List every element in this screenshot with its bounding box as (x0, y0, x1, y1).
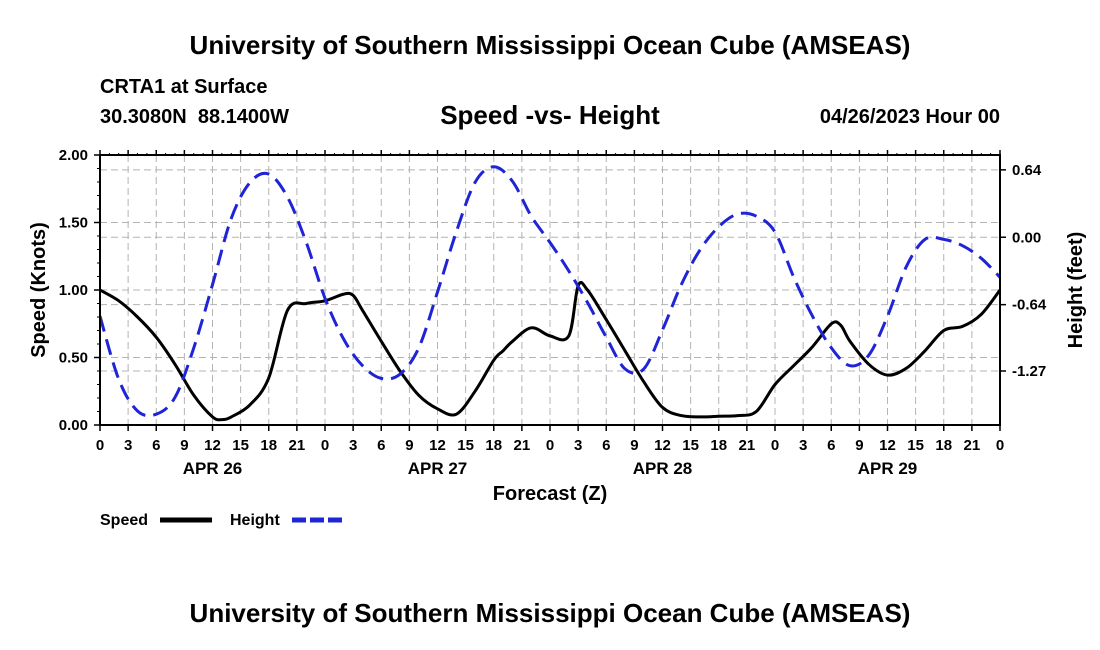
series-line-speed (99, 280, 1002, 422)
x-tick-label: 18 (485, 437, 502, 454)
x-tick-label: 0 (546, 437, 554, 454)
x-tick-label: 15 (682, 437, 699, 454)
y-tick-label: 1.50 (59, 215, 88, 232)
x-tick-label: 3 (574, 437, 582, 454)
x-tick-label: 9 (405, 437, 413, 454)
x-tick-label: 3 (124, 437, 132, 454)
x-tick-label: 3 (349, 437, 357, 454)
y2-tick-label: -1.27 (1012, 363, 1046, 380)
x-tick-label: 15 (907, 437, 924, 454)
x-tick-label: 15 (457, 437, 474, 454)
y-tick-label: 1.00 (59, 282, 88, 299)
x-tick-label: 12 (429, 437, 446, 454)
x-tick-label: 3 (799, 437, 807, 454)
y-tick-label: 0.00 (59, 417, 88, 434)
y-tick-label: 2.00 (59, 147, 88, 164)
day-label: APR 26 (183, 459, 243, 478)
y2-tick-label: -0.64 (1012, 297, 1047, 314)
legend-label-height: Height (230, 512, 280, 529)
station-coordinates: 30.3080N 88.1400W (100, 106, 289, 129)
chart-subtitle: Speed -vs- Height (440, 100, 660, 130)
y-axis-title: Speed (Knots) (28, 222, 50, 358)
y-tick-label: 0.50 (59, 350, 88, 367)
x-tick-label: 6 (152, 437, 160, 454)
x-tick-label: 0 (996, 437, 1004, 454)
x-tick-label: 18 (935, 437, 952, 454)
x-tick-label: 0 (321, 437, 329, 454)
x-tick-label: 18 (710, 437, 727, 454)
day-label: APR 28 (633, 459, 693, 478)
longitude: 88.1400W (197, 106, 290, 128)
x-tick-label: 9 (180, 437, 188, 454)
latitude: 30.3080N (100, 106, 187, 128)
series-line-height (98, 165, 1002, 418)
x-tick-label: 15 (232, 437, 249, 454)
day-label: APR 29 (858, 459, 918, 478)
x-tick-label: 21 (289, 437, 306, 454)
x-tick-label: 6 (827, 437, 835, 454)
y2-tick-label: 0.64 (1012, 162, 1042, 179)
x-tick-label: 12 (879, 437, 896, 454)
x-tick-label: 0 (771, 437, 779, 454)
x-tick-label: 12 (204, 437, 221, 454)
day-label: APR 27 (408, 459, 468, 478)
x-tick-label: 21 (739, 437, 756, 454)
x-tick-label: 18 (260, 437, 277, 454)
x-tick-label: 0 (96, 437, 104, 454)
footer-title: University of Southern Mississippi Ocean… (189, 598, 911, 628)
chart-title: University of Southern Mississippi Ocean… (189, 30, 911, 60)
x-tick-label: 21 (964, 437, 981, 454)
x-tick-label: 21 (514, 437, 531, 454)
x-tick-label: 9 (630, 437, 638, 454)
y2-tick-label: 0.00 (1012, 229, 1041, 246)
run-time: 04/26/2023 Hour 00 (819, 106, 1000, 128)
y2-axis-title: Height (feet) (1065, 232, 1087, 349)
x-tick-label: 9 (855, 437, 863, 454)
station-label: CRTA1 at Surface (100, 76, 268, 98)
legend-label-speed: Speed (100, 512, 148, 529)
x-tick-label: 6 (377, 437, 385, 454)
x-tick-label: 6 (602, 437, 610, 454)
x-tick-label: 12 (654, 437, 671, 454)
x-axis-title: Forecast (Z) (493, 483, 607, 505)
